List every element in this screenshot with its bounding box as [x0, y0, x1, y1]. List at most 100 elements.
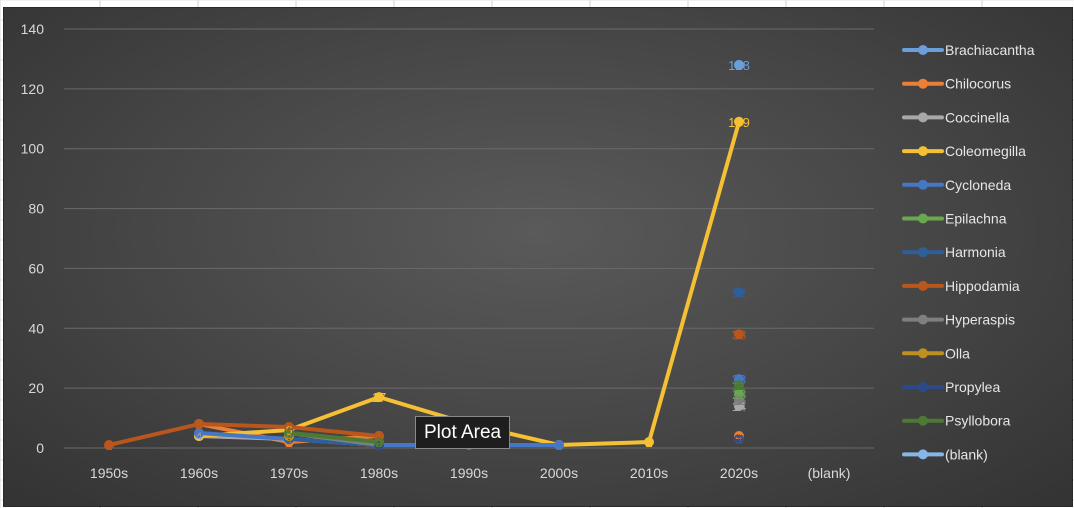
- x-tick-label: (blank): [808, 465, 851, 481]
- data-point: [734, 434, 744, 445]
- legend-marker: [918, 146, 928, 157]
- legend-marker: [918, 415, 928, 426]
- data-label: 2: [375, 435, 382, 450]
- series-lines: [104, 59, 744, 451]
- x-tick-label: 1970s: [270, 465, 308, 481]
- legend-entry: Coccinella: [945, 109, 1010, 125]
- legend-entry: Olla: [945, 345, 970, 361]
- series-line: [287, 431, 381, 445]
- data-label: 4: [375, 429, 382, 444]
- data-label: 6: [285, 423, 292, 438]
- y-tick-label: 140: [21, 21, 45, 37]
- legend-marker: [918, 247, 928, 258]
- y-tick-label: 0: [36, 440, 44, 456]
- data-point: [734, 329, 744, 340]
- data-label: 8: [195, 417, 202, 432]
- series-line: [107, 422, 381, 448]
- data-label: 18: [732, 387, 746, 402]
- legend-marker: [918, 112, 928, 123]
- y-tick-label: 80: [28, 201, 44, 217]
- x-tick-label: 1960s: [180, 465, 218, 481]
- data-label: 3: [285, 432, 292, 447]
- legend-marker: [918, 179, 928, 190]
- data-label: 38: [732, 327, 746, 342]
- data-label: 52: [732, 285, 746, 300]
- data-label: 4: [375, 429, 382, 444]
- data-label: 4: [285, 429, 292, 444]
- legend-entry: Hyperaspis: [945, 312, 1015, 328]
- data-label: 2: [375, 435, 382, 450]
- data-point: [284, 428, 294, 439]
- data-label: 17: [372, 390, 386, 405]
- data-label: 21: [732, 378, 746, 393]
- data-label: 1: [375, 438, 382, 453]
- legend-entry: Epilachna: [945, 211, 1007, 227]
- x-tick-label: 2000s: [540, 465, 578, 481]
- x-tick-label: 1990s: [450, 465, 488, 481]
- data-point: [194, 419, 204, 430]
- y-tick-label: 100: [21, 141, 45, 157]
- data-point: [644, 437, 654, 448]
- data-label: 7: [285, 420, 292, 435]
- legend-marker: [918, 45, 928, 55]
- data-label: 1: [105, 438, 112, 453]
- legend-marker: [918, 213, 928, 224]
- legend-marker: [918, 449, 928, 460]
- legend-marker: [918, 382, 928, 392]
- legend-entry: Chilocorus: [945, 76, 1011, 92]
- legend-entry: Hippodamia: [945, 278, 1020, 294]
- data-point: [104, 440, 114, 451]
- chart-area[interactable]: 0 20 40 60 80 100 120 140 1950s 1960s 1970s 1980s 19…: [3, 7, 1073, 507]
- data-label: 23: [732, 372, 746, 387]
- chart-plot[interactable]: 0 20 40 60 80 100 120 140 1950s 1960s 1970s 1980s 19…: [4, 8, 1072, 506]
- series-hyperaspis: [284, 395, 744, 451]
- data-label: 1: [375, 438, 382, 453]
- legend-marker: [918, 78, 928, 89]
- data-point: [734, 59, 744, 70]
- data-label: 4: [195, 429, 202, 444]
- data-label: 2: [645, 435, 652, 450]
- legend-entry: Psyllobora: [945, 413, 1011, 429]
- legend-entry: Harmonia: [945, 244, 1006, 260]
- data-label: 3: [735, 432, 742, 447]
- y-tick-label: 60: [28, 260, 44, 276]
- data-point: [194, 428, 204, 439]
- data-point: [734, 380, 744, 391]
- legend-entry: (blank): [945, 446, 988, 462]
- series-psyllobora: [284, 380, 744, 448]
- data-point: [554, 440, 564, 451]
- legend-entry: Coleomegilla: [945, 143, 1026, 159]
- x-tick-label: 1980s: [360, 465, 398, 481]
- data-label: 1: [375, 438, 382, 453]
- series-line: [197, 119, 741, 448]
- legend: Brachiacantha Chilocorus Coccinella Coleome…: [902, 42, 1035, 462]
- data-label: 2: [285, 435, 292, 450]
- data-label: 5: [285, 426, 292, 441]
- data-label: 1: [555, 438, 562, 453]
- plot-area-tooltip: Plot Area: [415, 416, 511, 449]
- data-label: 14: [732, 399, 746, 414]
- data-label: 5: [285, 426, 292, 441]
- data-label: 109: [728, 115, 750, 130]
- data-label: 3: [735, 432, 742, 447]
- x-tick-label: 2010s: [630, 465, 668, 481]
- legend-entry: Brachiacantha: [945, 42, 1035, 58]
- y-tick-label: 120: [21, 81, 45, 97]
- y-tick-label: 20: [28, 380, 44, 396]
- data-point: [734, 116, 744, 127]
- data-label: 128: [728, 58, 750, 73]
- legend-marker: [918, 348, 928, 359]
- x-tick-label: 2020s: [720, 465, 758, 481]
- data-label: 4: [735, 429, 742, 444]
- data-label: 1: [375, 438, 382, 453]
- data-point: [734, 287, 744, 298]
- data-label: 5: [285, 426, 292, 441]
- data-label: 3: [285, 432, 292, 447]
- data-point: [374, 392, 384, 403]
- data-point: [374, 437, 384, 448]
- data-label: 5: [195, 426, 202, 441]
- legend-marker: [918, 314, 928, 325]
- legend-entry: Cycloneda: [945, 177, 1011, 193]
- series-brachiacantha: [734, 59, 744, 70]
